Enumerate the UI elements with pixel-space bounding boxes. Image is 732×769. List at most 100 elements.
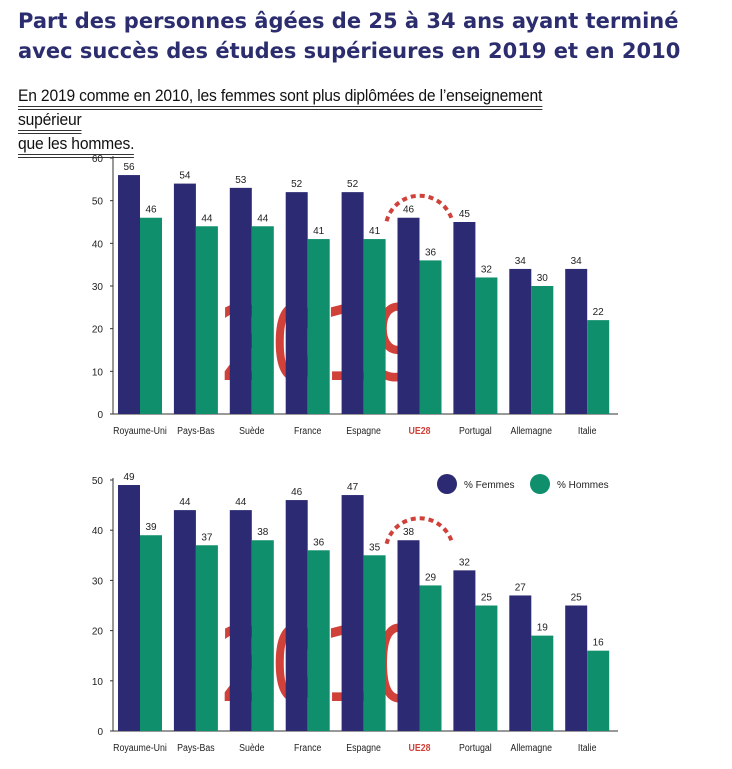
bar-value-label: 46 (291, 487, 303, 498)
bar-value-label: 41 (313, 226, 325, 237)
y-tick-label: 50 (92, 476, 104, 487)
bar-value-label: 35 (369, 542, 381, 553)
chart-2019: 201901020304050605646Royaume-Uni5444Pays… (92, 154, 618, 436)
bar-hommes (475, 605, 498, 731)
chart-title: Part des personnes âgées de 25 à 34 ans … (18, 9, 681, 63)
bar-value-label: 46 (145, 205, 157, 216)
category-label: Suède (239, 741, 264, 753)
bar-value-label: 22 (593, 307, 605, 318)
bar-femmes (509, 268, 532, 414)
y-tick-label: 0 (97, 727, 103, 738)
category-label: Espagne (346, 424, 381, 436)
bar-femmes (341, 495, 364, 731)
category-label: Pays-Bas (177, 424, 215, 436)
bar-value-label: 19 (537, 623, 549, 634)
category-label: UE28 (409, 741, 431, 753)
bar-hommes (363, 555, 386, 731)
y-tick-label: 10 (92, 677, 104, 688)
bar-value-label: 27 (515, 582, 527, 593)
bar-hommes (531, 635, 554, 731)
bar-value-label: 32 (481, 264, 493, 275)
bar-value-label: 44 (257, 213, 269, 224)
chart-2010: 2010010203040504939Royaume-Uni4437Pays-B… (92, 472, 618, 753)
category-label: France (294, 741, 321, 753)
bar-value-label: 52 (347, 179, 359, 190)
category-label: Italie (578, 424, 597, 436)
category-label: Italie (578, 741, 597, 753)
bar-hommes (587, 320, 610, 414)
bar-femmes (397, 540, 420, 731)
bar-value-label: 53 (235, 175, 247, 186)
y-tick-label: 0 (97, 410, 103, 421)
legend-label: % Hommes (557, 480, 609, 491)
bar-value-label: 46 (403, 205, 415, 216)
category-label: Portugal (459, 741, 492, 753)
bar-value-label: 44 (179, 497, 191, 508)
bar-femmes (453, 222, 476, 414)
bar-value-label: 52 (291, 179, 303, 190)
bar-femmes (397, 217, 420, 414)
bar-value-label: 32 (459, 557, 471, 568)
category-label: Allemagne (511, 424, 553, 436)
bar-value-label: 34 (571, 256, 583, 267)
bar-value-label: 16 (593, 638, 605, 649)
bar-hommes (363, 239, 386, 414)
bar-value-label: 49 (123, 472, 135, 483)
bar-femmes (229, 187, 252, 414)
bar-hommes (475, 277, 498, 414)
bar-femmes (173, 510, 196, 731)
y-tick-label: 60 (92, 154, 104, 165)
bar-value-label: 56 (123, 162, 135, 173)
subtitle-line-2: que les hommes. (18, 134, 135, 158)
bar-hommes (531, 286, 554, 414)
category-label: Espagne (346, 741, 381, 753)
bar-femmes (341, 192, 364, 414)
category-label: Royaume-Uni (113, 424, 167, 436)
bar-hommes (587, 650, 610, 731)
bar-value-label: 44 (201, 213, 213, 224)
bar-femmes (118, 485, 140, 731)
bar-femmes (229, 510, 252, 731)
legend-label: % Femmes (464, 480, 515, 491)
bar-value-label: 41 (369, 226, 381, 237)
bar-hommes (251, 540, 274, 731)
bar-value-label: 38 (403, 527, 415, 538)
y-tick-label: 30 (92, 576, 104, 587)
bar-value-label: 25 (481, 593, 493, 604)
bar-value-label: 34 (515, 256, 527, 267)
bar-hommes (251, 226, 274, 414)
bar-value-label: 47 (347, 482, 359, 493)
legend-swatch-hommes (530, 474, 550, 494)
bar-hommes (307, 550, 330, 731)
y-tick-label: 20 (92, 627, 104, 638)
category-label: Suède (239, 424, 264, 436)
bar-value-label: 29 (425, 572, 437, 583)
bar-hommes (195, 545, 218, 731)
bar-value-label: 44 (235, 497, 247, 508)
bar-value-label: 25 (571, 593, 583, 604)
y-tick-label: 40 (92, 526, 104, 537)
category-label: UE28 (409, 424, 431, 436)
highlight-arc (384, 193, 455, 222)
category-label: Royaume-Uni (113, 741, 167, 753)
bar-value-label: 38 (257, 527, 269, 538)
bar-femmes (118, 175, 140, 414)
bar-femmes (509, 595, 532, 731)
bar-hommes (140, 217, 162, 414)
category-label: France (294, 424, 321, 436)
bar-hommes (140, 535, 162, 731)
y-tick-label: 20 (92, 325, 104, 336)
bar-femmes (565, 605, 588, 731)
y-tick-label: 10 (92, 367, 104, 378)
bar-femmes (565, 268, 588, 414)
highlight-arc (384, 516, 455, 545)
y-tick-label: 50 (92, 197, 104, 208)
legend-swatch-femmes (437, 474, 457, 494)
category-label: Portugal (459, 424, 492, 436)
bar-value-label: 37 (201, 532, 213, 543)
bar-femmes (285, 500, 308, 731)
y-tick-label: 40 (92, 239, 104, 250)
bar-hommes (307, 239, 330, 414)
bar-femmes (285, 192, 308, 414)
bar-value-label: 54 (179, 171, 191, 182)
